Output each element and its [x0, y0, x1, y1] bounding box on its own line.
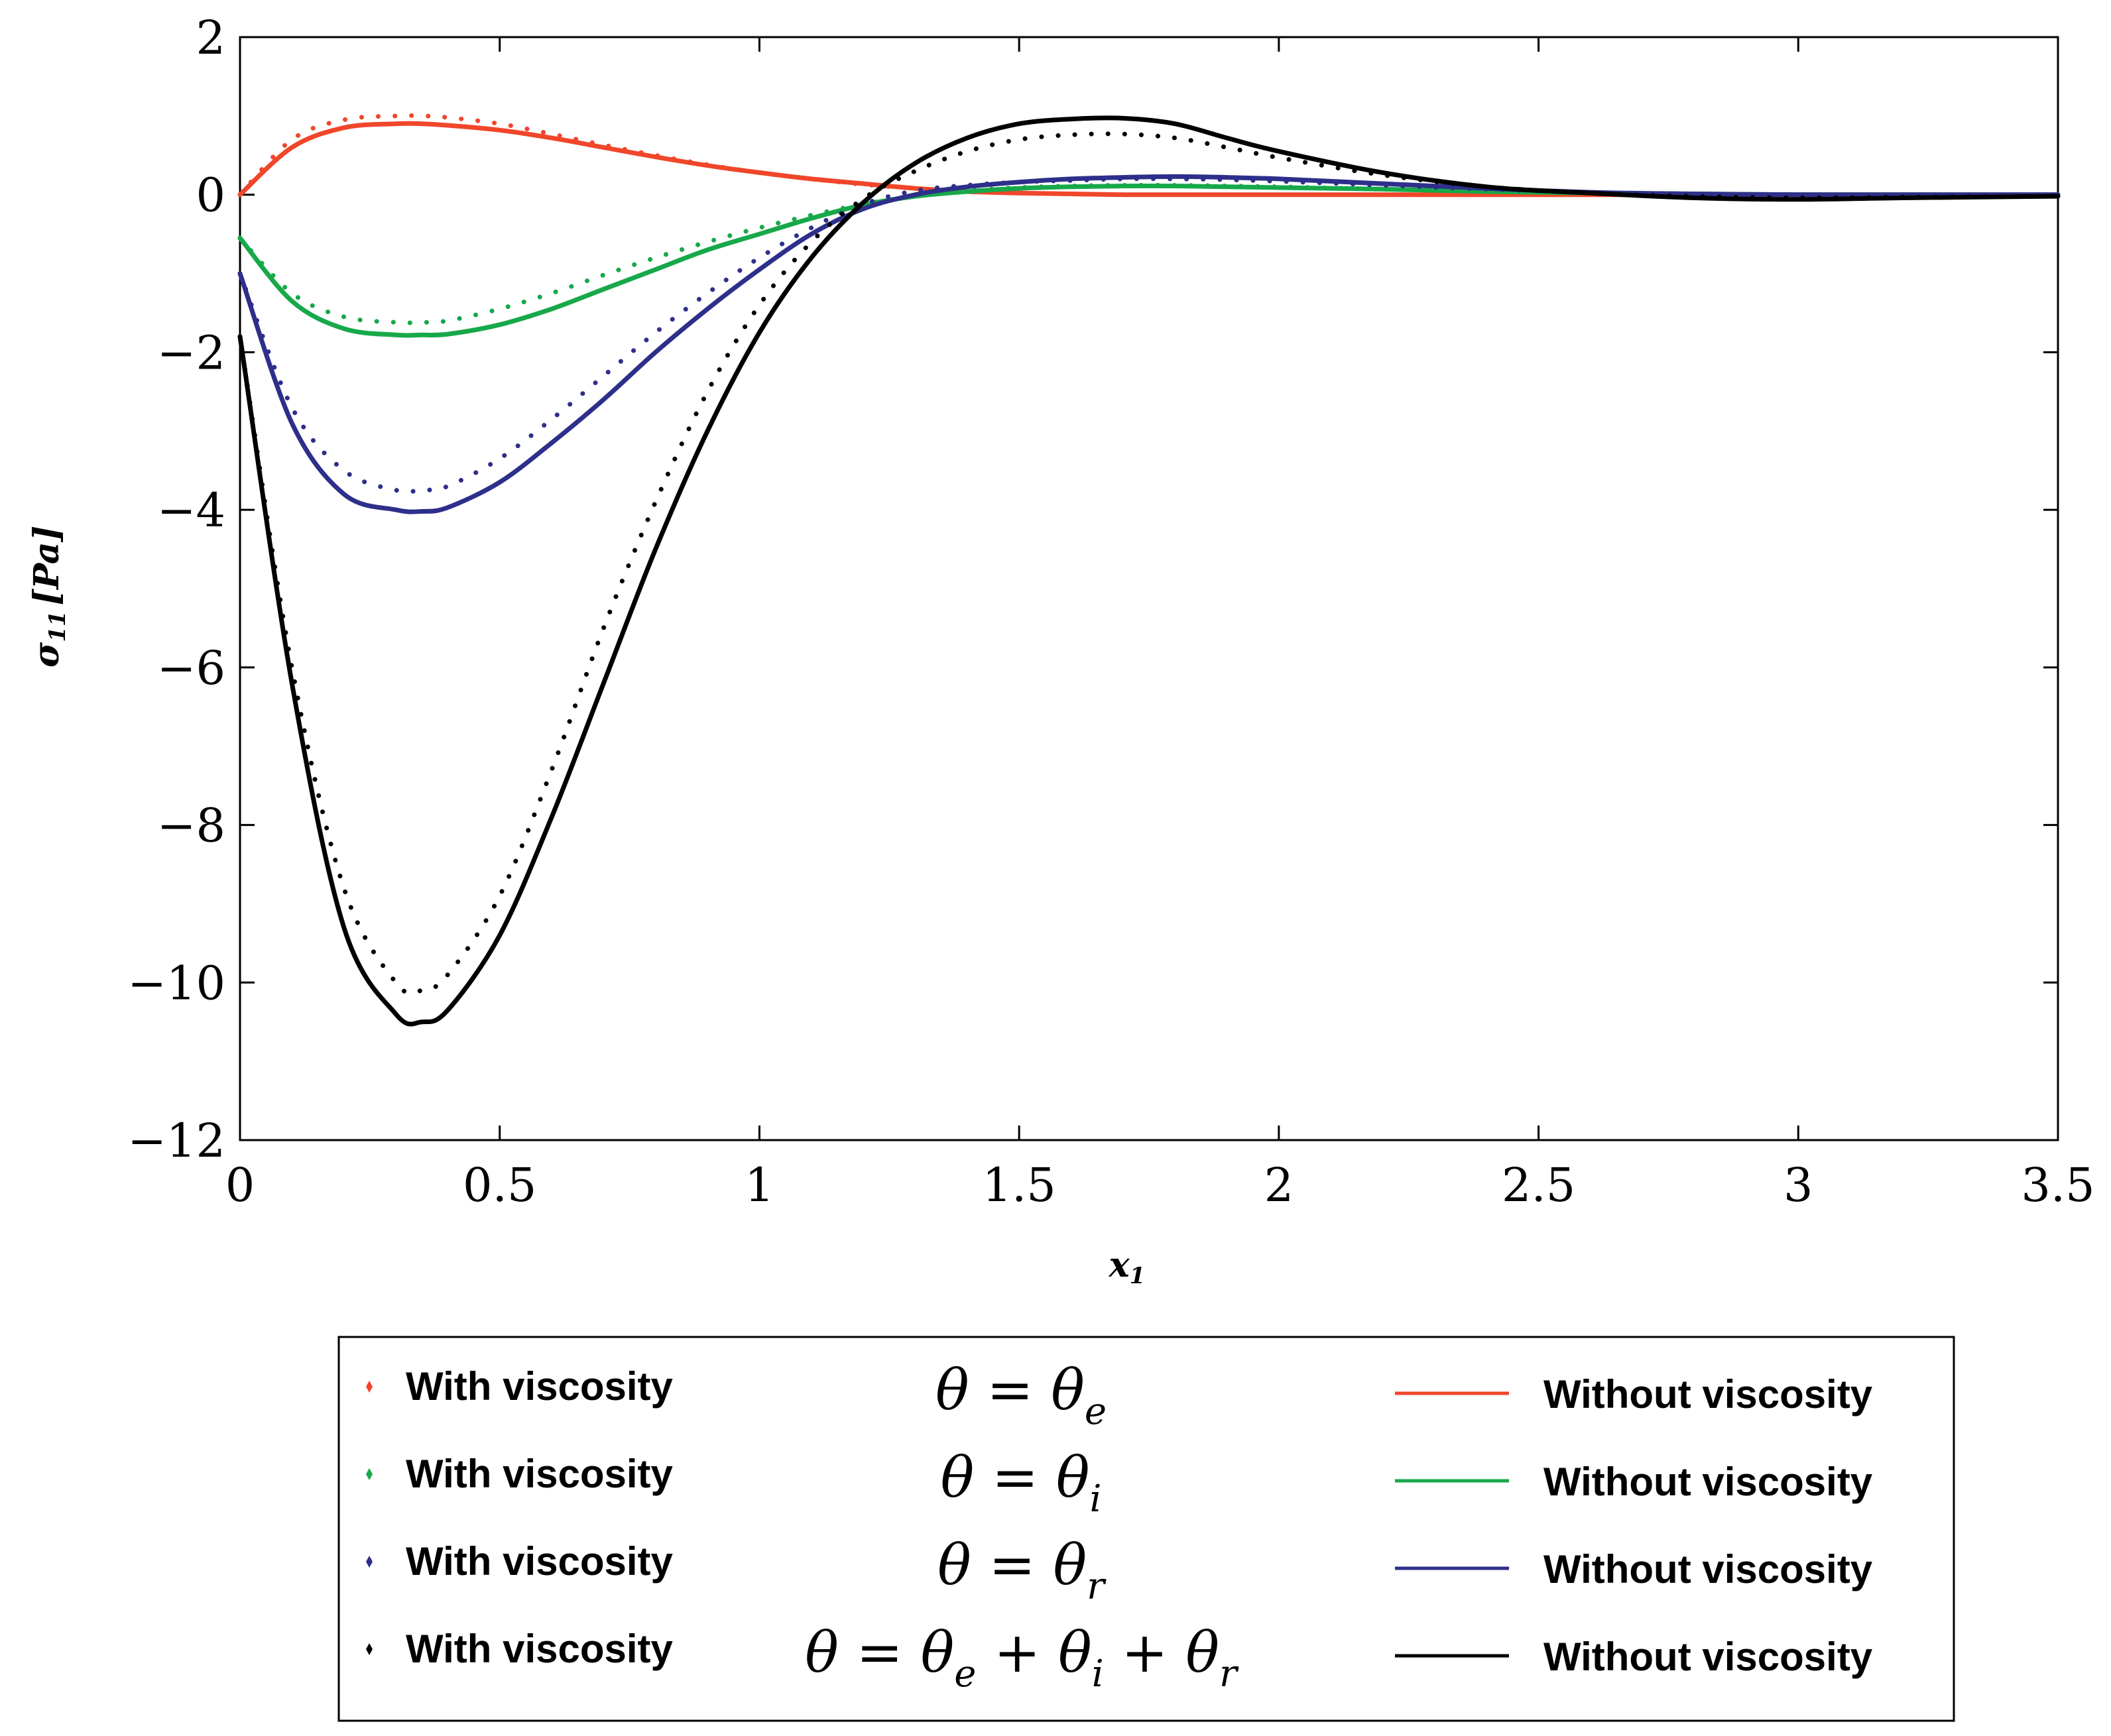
legend-row-theta_i: With viscosity θ = θi Without viscosity: [366, 1445, 1873, 1521]
series-theta_r-without-viscosity-line: [237, 174, 2061, 514]
y-tick-label: −6: [157, 641, 225, 695]
legend-equation: θ = θr: [937, 1533, 1107, 1608]
legend-label-without-viscosity: Without viscosity: [1543, 1372, 1873, 1417]
x-tick-label: 1.5: [982, 1158, 1056, 1212]
series-theta_r-with-viscosity-line: [237, 176, 2061, 494]
x-tick-label: 0: [225, 1158, 255, 1212]
legend-marker-with-viscosity: [366, 1643, 373, 1655]
legend-box: [337, 1336, 1955, 1722]
legend-equation: θ = θi: [941, 1445, 1102, 1521]
legend-equation-subscript: e: [1085, 1390, 1107, 1433]
legend-label-without-viscosity: Without viscosity: [1543, 1460, 1873, 1504]
legend-marker-with-viscosity: [366, 1556, 373, 1568]
x-axis-label-subscript: 1: [1130, 1263, 1146, 1289]
series-theta_i-with-viscosity-line: [237, 182, 2061, 325]
x-tick-label: 0.5: [463, 1158, 536, 1212]
y-tick-label: −4: [157, 483, 225, 538]
series-theta_e-with-viscosity-line: [237, 113, 2061, 198]
y-tick-label: −12: [127, 1114, 225, 1168]
legend-row-theta_sum: With viscosity θ = θe + θi + θr Without vi…: [366, 1620, 1873, 1696]
legend-row-theta_e: With viscosity θ = θe Without viscosity: [366, 1358, 1873, 1433]
x-tick-label: 2: [1264, 1158, 1294, 1212]
legend-label-with-viscosity: With viscosity: [406, 1364, 674, 1409]
legend-label-with-viscosity: With viscosity: [406, 1452, 674, 1496]
legend-equation-part: θ = θ: [935, 1358, 1085, 1422]
x-tick-label: 3.5: [2021, 1158, 2094, 1212]
legend-rows: With viscosity θ = θe Without viscosityWit…: [366, 1358, 1873, 1696]
plot-frame: [239, 36, 2059, 1141]
legend-equation-subscript: r: [1087, 1565, 1107, 1608]
ticks-layer: 0 0.5 1 1.5 2 2.5 3 3.5 −12 −10 −8 −6 −4 −2 0 2: [127, 11, 2094, 1212]
x-axis-label-symbol: x: [1109, 1245, 1130, 1285]
y-axis-label-symbol: σ: [27, 642, 67, 667]
y-tick-label: 0: [196, 168, 225, 223]
legend-equation-part: θ = θ: [941, 1445, 1090, 1510]
legend-label-without-viscosity: Without viscosity: [1543, 1547, 1873, 1591]
series-theta_sum-without-viscosity-line: [237, 115, 2061, 1027]
legend: With viscosity θ = θe Without viscosityWit…: [337, 1336, 1955, 1722]
legend-row-theta_r: With viscosity θ = θr Without viscosity: [366, 1533, 1873, 1608]
x-axis-label: x1: [1109, 1245, 1146, 1289]
x-tick-label: 1: [745, 1158, 774, 1212]
legend-equation-part: + θ: [1104, 1620, 1219, 1685]
x-tick-label: 3: [1783, 1158, 1813, 1212]
legend-equation-part: + θ: [976, 1620, 1091, 1685]
legend-equation-subscript: i: [1090, 1477, 1102, 1521]
legend-marker-with-viscosity: [366, 1468, 373, 1480]
legend-label-with-viscosity: With viscosity: [406, 1627, 674, 1671]
legend-equation: θ = θe + θi + θr: [805, 1620, 1239, 1696]
legend-equation-part: θ = θ: [937, 1533, 1087, 1597]
y-axis-label: σ11 [Pa]: [27, 526, 71, 667]
legend-equation-part: θ = θ: [805, 1620, 954, 1685]
legend-equation-subscript: r: [1219, 1652, 1239, 1696]
series-theta_sum-with-viscosity-line: [237, 131, 2061, 996]
y-tick-label: 2: [196, 11, 225, 65]
x-tick-label: 2.5: [1502, 1158, 1575, 1212]
y-tick-label: −10: [127, 956, 225, 1010]
legend-equation-subscript: e: [954, 1652, 976, 1696]
y-tick-label: −8: [157, 799, 225, 853]
y-axis-label-unit: [Pa]: [27, 526, 67, 606]
legend-marker-with-viscosity: [366, 1381, 373, 1393]
legend-label-with-viscosity: With viscosity: [406, 1539, 674, 1584]
legend-equation: θ = θe: [935, 1358, 1107, 1433]
legend-label-without-viscosity: Without viscosity: [1543, 1635, 1873, 1679]
y-tick-label: −2: [157, 325, 225, 380]
series-layer: [237, 113, 2061, 1027]
series-theta_i-without-viscosity-line: [237, 183, 2061, 338]
y-axis-label-subscript: 11: [44, 610, 71, 642]
legend-equation-subscript: i: [1092, 1652, 1104, 1696]
